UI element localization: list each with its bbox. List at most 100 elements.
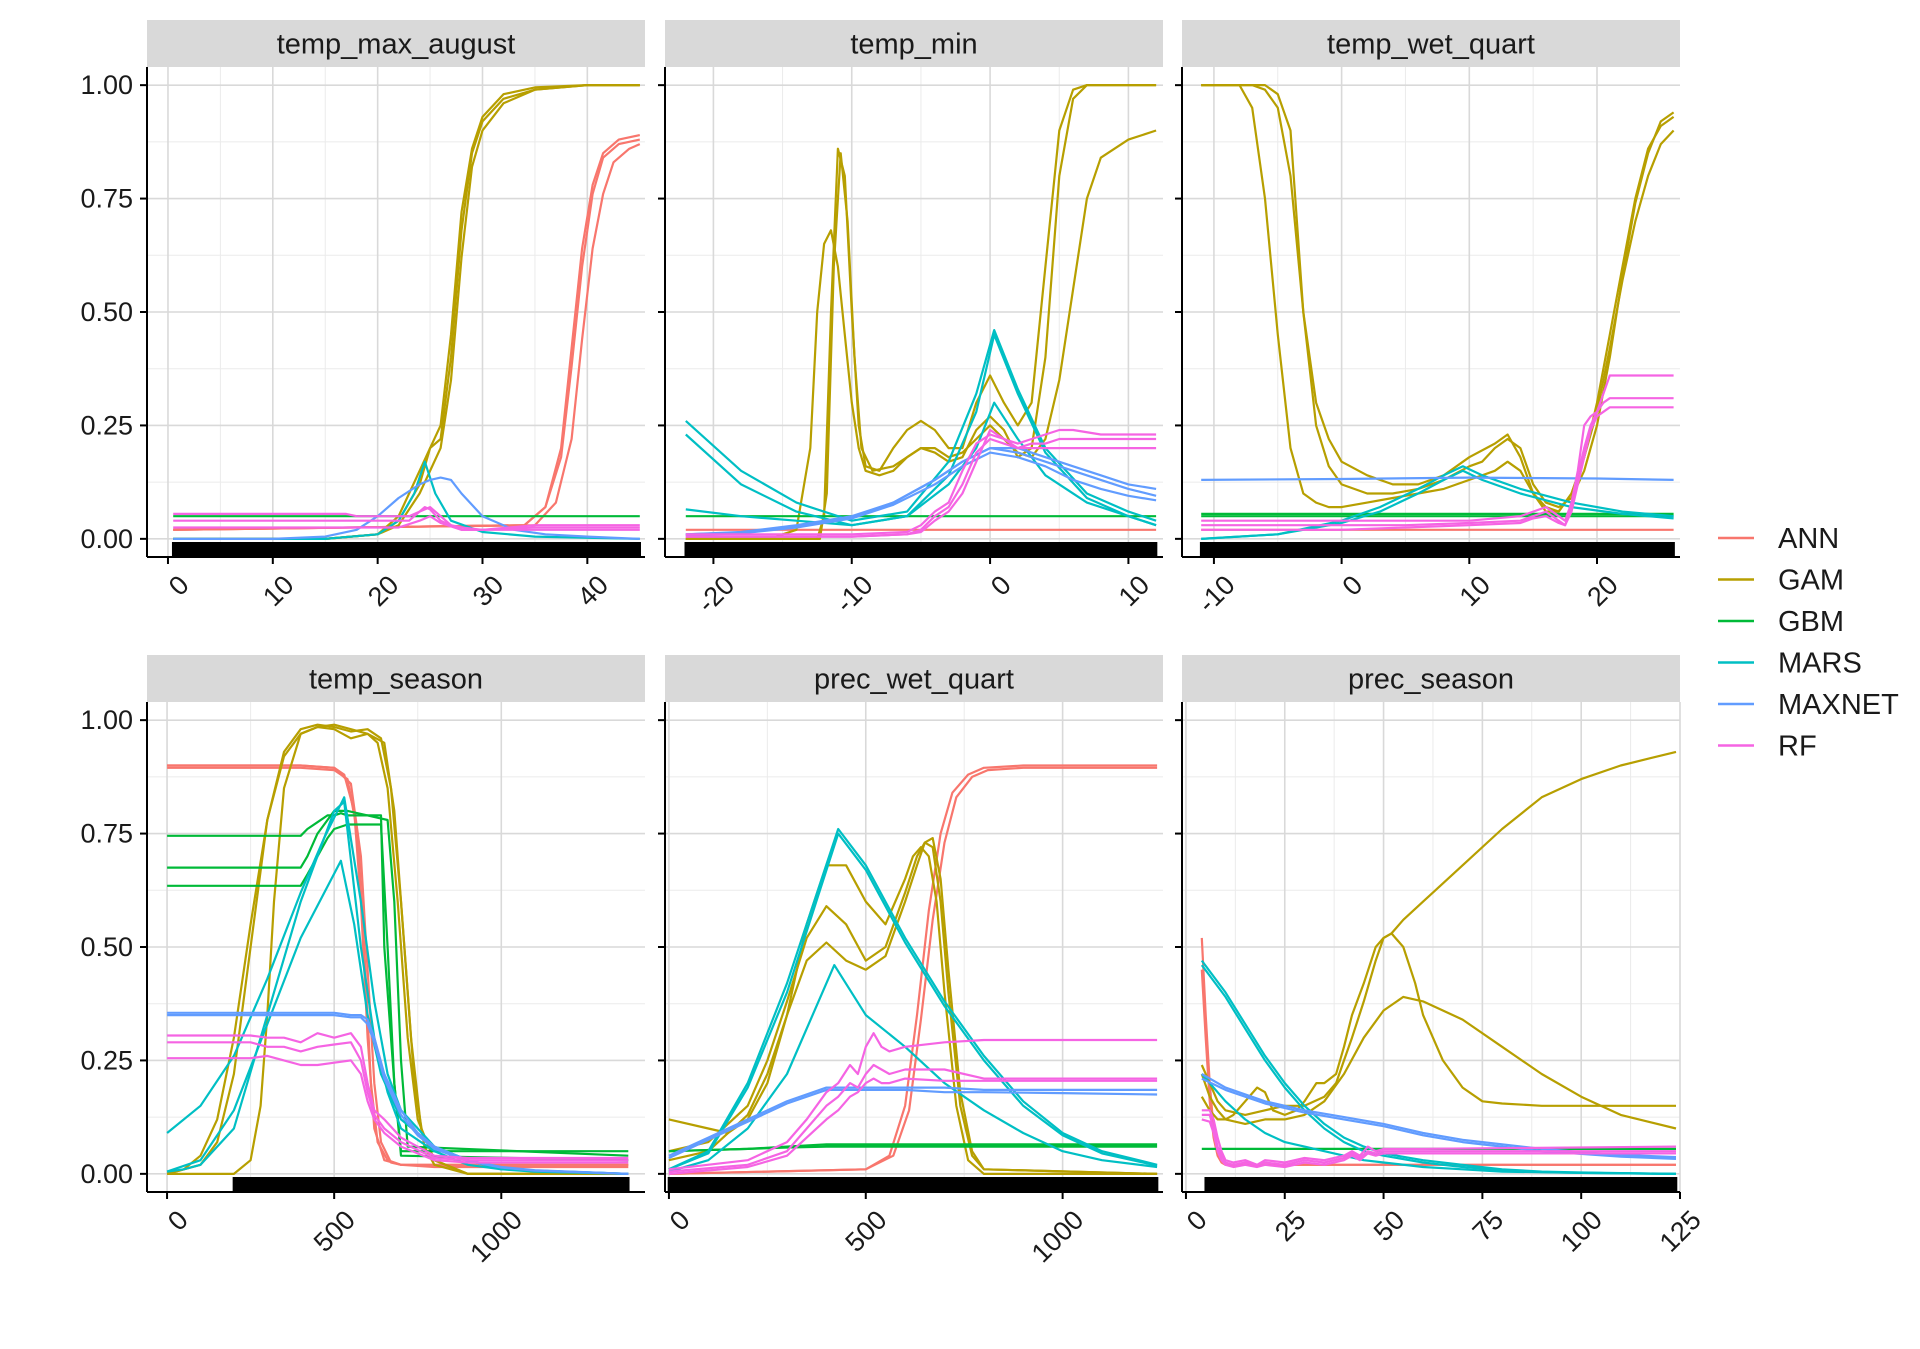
y-tick-label: 1.00 xyxy=(80,705,133,735)
x-tick-label: 500 xyxy=(308,1205,361,1258)
y-tick-label: 0.50 xyxy=(80,932,133,962)
rug-marks xyxy=(667,1177,1159,1192)
facet-title: temp_season xyxy=(309,664,483,696)
legend-label-maxnet: MAXNET xyxy=(1778,689,1899,721)
rug-band xyxy=(201,545,640,557)
x-tick-label: 20 xyxy=(362,570,404,612)
series-line-mars xyxy=(1200,959,1677,1175)
rug-band xyxy=(698,1180,1158,1192)
facet-strip xyxy=(665,20,1163,67)
facet-strip xyxy=(1182,20,1680,67)
y-tick-label: 0.75 xyxy=(80,819,133,849)
panel-prec-season: prec_season 0 25 50 75 100 125 xyxy=(1175,655,1707,1258)
series-line-mars xyxy=(685,333,1157,527)
series-line-rf xyxy=(685,437,1157,538)
series-line-ann xyxy=(668,764,1158,1175)
series-line-ann xyxy=(173,134,641,531)
facet-strip xyxy=(147,20,645,67)
series-line-rf xyxy=(668,1032,1158,1171)
x-tick-label: -10 xyxy=(1192,570,1241,619)
series-line-rf xyxy=(668,1077,1158,1175)
rug-marks xyxy=(684,542,1158,557)
series-line-gam xyxy=(685,83,1157,541)
series-line-gam xyxy=(166,725,629,1176)
series-line-rf xyxy=(685,428,1157,538)
series-line-mars xyxy=(668,827,1158,1171)
legend-label-ann: ANN xyxy=(1778,523,1839,555)
facet-title: temp_max_august xyxy=(277,29,516,61)
facet-strip xyxy=(147,655,645,702)
x-tick-label: 100 xyxy=(1555,1205,1608,1258)
x-tick-label: 0 xyxy=(664,1205,696,1237)
series-line-mars xyxy=(1200,964,1677,1175)
x-tick-label: 50 xyxy=(1368,1205,1410,1247)
y-tick-label: 1.00 xyxy=(80,70,133,100)
x-tick-label: -20 xyxy=(691,570,740,619)
x-tick-label: 1000 xyxy=(1026,1205,1090,1269)
series-line-gam xyxy=(1201,83,1675,513)
facet-strip xyxy=(665,655,1163,702)
series-line-rf xyxy=(167,1054,629,1164)
y-tick-label: 0.25 xyxy=(80,1045,133,1075)
series-line-mars xyxy=(1201,465,1674,540)
y-tick-label: 0.75 xyxy=(80,184,133,214)
series-line-rf xyxy=(1201,406,1674,531)
series-line-gbm xyxy=(668,1145,1158,1153)
series-line-mars xyxy=(685,401,1157,527)
rug-marks xyxy=(232,1177,630,1192)
legend: ANN GAM GBM MARS MAXNET RF xyxy=(1718,523,1899,763)
rug-band xyxy=(1229,545,1674,557)
y-tick-label: 0.50 xyxy=(80,297,133,327)
rug-band xyxy=(257,1180,629,1192)
legend-label-gbm: GBM xyxy=(1778,606,1844,638)
series-line-mars xyxy=(685,329,1157,522)
rug-band xyxy=(1233,1180,1677,1192)
rug-band xyxy=(713,545,1157,557)
series-line-mars xyxy=(668,832,1158,1171)
series-line-gam xyxy=(685,83,1157,541)
x-tick-label: 75 xyxy=(1467,1205,1509,1247)
series-line-maxnet xyxy=(167,1013,629,1175)
rug-marks xyxy=(1204,1177,1678,1192)
series-line-maxnet xyxy=(1201,1073,1677,1159)
series-line-gam xyxy=(668,846,1158,1176)
x-tick-label: -10 xyxy=(830,570,879,619)
series-line-gam xyxy=(1200,995,1677,1130)
x-tick-label: 30 xyxy=(467,570,509,612)
x-tick-label: 0 xyxy=(162,1205,194,1237)
series-line-rf xyxy=(173,515,640,531)
series-line-mars xyxy=(1200,1073,1677,1175)
x-tick-label: 40 xyxy=(572,570,614,612)
series-line-mars xyxy=(668,963,1158,1173)
x-tick-label: 0 xyxy=(1337,570,1369,602)
x-tick-label: 25 xyxy=(1269,1205,1311,1247)
x-tick-label: 10 xyxy=(1113,570,1155,612)
facet-strip xyxy=(1182,655,1680,702)
series-line-rf xyxy=(1201,1118,1676,1169)
series-line-maxnet xyxy=(668,1088,1158,1159)
series-line-rf xyxy=(685,428,1157,536)
facet-title: prec_season xyxy=(1348,664,1514,696)
series-line-maxnet xyxy=(167,1011,629,1175)
x-tick-label: 10 xyxy=(1454,570,1496,612)
series-line-gam xyxy=(1200,932,1676,1117)
y-tick-label: 0.00 xyxy=(80,524,133,554)
legend-label-rf: RF xyxy=(1778,731,1817,763)
series-line-rf xyxy=(1201,397,1674,527)
series-line-ann xyxy=(173,143,641,531)
series-line-gam xyxy=(1201,83,1675,509)
panel-temp-wet-quart: temp_wet_quart -10 0 10 20 xyxy=(1175,20,1680,618)
panel-prec-wet-quart: prec_wet_quart 0 500 1000 xyxy=(658,655,1163,1268)
series-line-gbm xyxy=(167,812,629,1153)
x-tick-label: 20 xyxy=(1581,570,1623,612)
x-tick-label: 1000 xyxy=(464,1205,528,1269)
x-tick-label: 0 xyxy=(985,570,1017,602)
series-line-maxnet xyxy=(1201,476,1674,481)
series-line-mars xyxy=(173,460,640,541)
legend-label-mars: MARS xyxy=(1778,648,1862,680)
series-line-gbm xyxy=(167,809,629,1157)
x-tick-label: 0 xyxy=(1181,1205,1213,1237)
facet-title: temp_wet_quart xyxy=(1327,29,1535,61)
